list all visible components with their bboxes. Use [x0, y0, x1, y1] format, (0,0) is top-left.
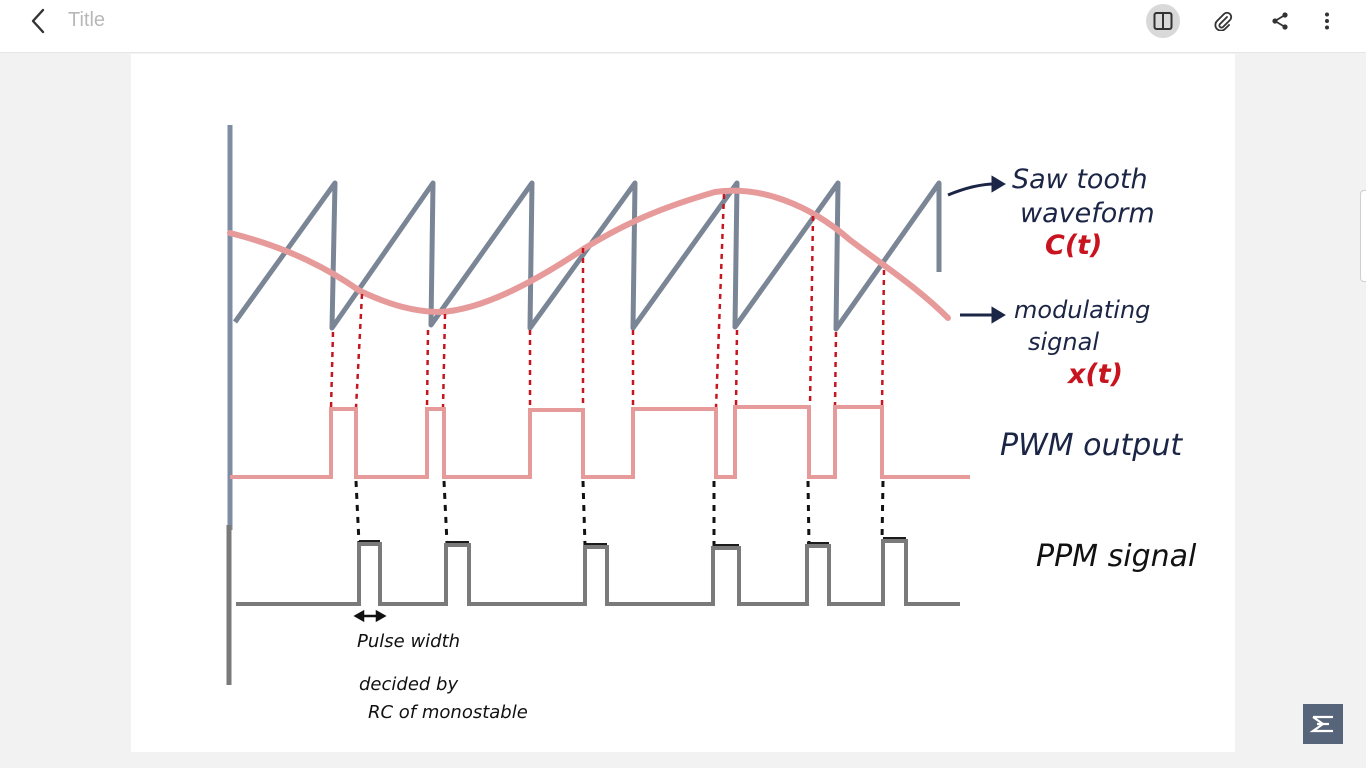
- red-dashed-lines: [331, 194, 884, 408]
- sawtooth-label-line2: waveform: [1020, 198, 1155, 229]
- book-icon[interactable]: [1146, 4, 1180, 38]
- more-vert-icon[interactable]: [1310, 4, 1344, 38]
- pulse-width-line1: Pulse width: [357, 631, 460, 652]
- pulse-width-arrow: [356, 612, 384, 620]
- share-icon[interactable]: [1263, 4, 1297, 38]
- label-arrows: [948, 178, 1003, 321]
- scroll-handle[interactable]: [1360, 190, 1366, 282]
- pwm-output: [230, 407, 970, 477]
- modulating-symbol: x(t): [1066, 359, 1123, 390]
- sawtooth-label-line1: Saw tooth: [1012, 164, 1148, 195]
- modulating-label-line1: modulating: [1014, 296, 1150, 324]
- ppm-pulse-tops: [359, 538, 906, 545]
- channel-logo-icon: [1303, 704, 1343, 744]
- ppm-diagram: Saw tooth waveform C(t) modulating signa…: [131, 54, 1235, 752]
- pulse-width-line2: decided by: [359, 674, 458, 695]
- pulse-width-line3: RC of monostable: [368, 702, 528, 723]
- top-toolbar: Title: [0, 0, 1366, 53]
- modulating-signal: [230, 191, 948, 318]
- sawtooth-waveform: [235, 183, 939, 329]
- modulating-label-line2: signal: [1028, 328, 1099, 356]
- ppm-signal: [236, 541, 960, 604]
- back-chevron-icon[interactable]: [24, 6, 54, 36]
- paperclip-icon[interactable]: [1206, 4, 1240, 38]
- ppm-signal-label: PPM signal: [1036, 539, 1197, 574]
- pwm-output-label: PWM output: [1000, 428, 1183, 463]
- sawtooth-symbol: C(t): [1045, 230, 1102, 261]
- page-title[interactable]: Title: [68, 9, 105, 32]
- note-page[interactable]: Saw tooth waveform C(t) modulating signa…: [131, 54, 1235, 752]
- black-dashed-lines: [356, 481, 883, 548]
